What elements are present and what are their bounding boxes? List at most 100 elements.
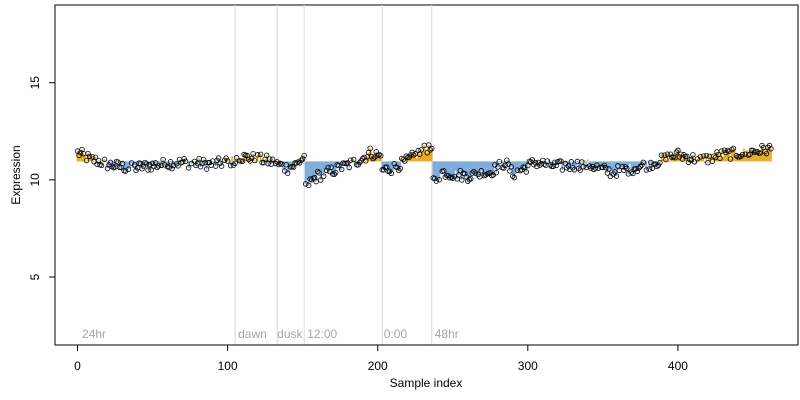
deviation-bar	[301, 158, 304, 162]
deviation-bar	[171, 161, 173, 169]
data-point	[347, 157, 354, 163]
data-point	[469, 170, 475, 176]
data-point	[215, 155, 222, 161]
deviation-bar	[496, 161, 499, 167]
deviation-bar	[534, 161, 537, 163]
data-point	[155, 163, 162, 169]
deviation-bar	[579, 161, 582, 171]
data-point	[568, 159, 575, 165]
y-tick-label: 5	[28, 273, 42, 280]
deviation-bar	[312, 161, 315, 179]
deviation-bar	[734, 150, 736, 162]
deviation-bar	[499, 161, 502, 163]
data-point	[101, 156, 108, 163]
data-point	[320, 173, 327, 179]
data-point	[119, 160, 126, 167]
data-point	[397, 165, 403, 172]
deviation-bar	[289, 161, 292, 167]
deviation-bar	[123, 161, 125, 171]
data-point	[182, 158, 189, 165]
data-point	[409, 149, 415, 156]
deviation-bar	[438, 161, 441, 180]
x-tick-label: 200	[368, 359, 388, 373]
data-point	[654, 163, 660, 170]
data-point	[559, 167, 566, 173]
deviation-bar	[486, 161, 489, 174]
deviation-bar	[400, 158, 403, 162]
deviation-bar	[231, 156, 233, 162]
deviation-bar	[226, 160, 229, 162]
deviation-bar	[93, 161, 95, 162]
data-point	[402, 158, 408, 164]
deviation-bar	[487, 161, 490, 174]
deviation-bar	[450, 161, 453, 178]
data-point	[399, 155, 405, 162]
deviation-bar	[629, 161, 631, 165]
deviation-bar	[322, 161, 325, 177]
deviation-bar	[264, 159, 266, 162]
data-point	[517, 167, 524, 174]
data-point	[259, 159, 265, 166]
deviation-bar	[120, 161, 122, 168]
data-point	[639, 162, 645, 168]
deviation-bar	[451, 161, 454, 179]
data-point	[619, 163, 626, 170]
deviation-bar	[468, 161, 471, 180]
deviation-bar	[483, 161, 486, 176]
deviation-bar	[493, 161, 496, 165]
data-point	[223, 155, 229, 161]
deviation-bar	[253, 160, 256, 162]
data-point	[658, 152, 665, 158]
deviation-bar	[502, 161, 505, 169]
deviation-bar	[306, 161, 309, 181]
deviation-bar	[327, 161, 330, 168]
data-point	[424, 150, 430, 156]
deviation-bar	[477, 161, 480, 175]
deviation-bar	[259, 154, 262, 162]
data-point	[274, 159, 280, 165]
data-point	[594, 162, 600, 168]
deviation-bar	[696, 158, 699, 162]
deviation-bar	[695, 161, 697, 163]
data-point	[643, 167, 650, 173]
data-point	[768, 146, 774, 152]
deviation-bar	[669, 154, 672, 162]
deviation-bar	[412, 154, 415, 162]
deviation-bar	[282, 161, 285, 169]
deviation-bar	[349, 160, 352, 162]
deviation-bar	[415, 158, 418, 162]
deviation-bar	[761, 145, 763, 162]
data-point	[254, 152, 261, 158]
data-point	[167, 159, 174, 165]
data-point	[331, 171, 337, 177]
deviation-bar	[475, 161, 478, 178]
data-point	[328, 164, 334, 170]
data-point	[580, 164, 587, 170]
deviation-bar	[414, 153, 417, 162]
data-point	[502, 162, 509, 169]
deviation-bar	[630, 161, 633, 173]
data-point	[471, 168, 477, 175]
deviation-bar	[307, 161, 310, 186]
region-label-3: 12:00	[307, 327, 337, 341]
deviation-bar	[324, 161, 327, 170]
data-point	[92, 154, 99, 160]
data-point	[86, 153, 93, 159]
data-point	[735, 154, 741, 160]
data-point	[266, 156, 273, 162]
data-point	[433, 178, 439, 184]
deviation-bar	[597, 161, 600, 169]
deviation-bar	[303, 155, 306, 162]
data-point	[664, 151, 671, 157]
deviation-bar	[216, 160, 218, 162]
deviation-bar	[693, 161, 696, 162]
y-axis: 5 10 15	[28, 76, 56, 280]
deviation-bar	[725, 152, 727, 162]
data-point	[239, 158, 246, 164]
deviation-bar	[232, 161, 235, 166]
deviation-bar	[97, 160, 100, 162]
data-point	[227, 162, 234, 169]
data-point	[361, 154, 367, 161]
data-point	[640, 159, 647, 166]
deviation-bar	[519, 161, 522, 171]
